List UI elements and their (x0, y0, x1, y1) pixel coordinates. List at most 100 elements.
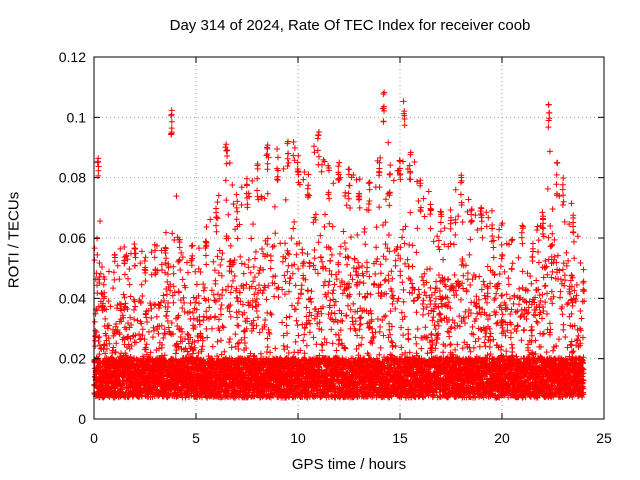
data-point-marker (105, 298, 112, 305)
data-point-marker (329, 290, 336, 297)
data-point-marker (322, 211, 329, 218)
data-point-marker (367, 291, 374, 298)
data-point-marker (202, 252, 209, 259)
data-point-marker (97, 345, 104, 352)
data-point-marker (303, 342, 310, 349)
data-point-marker (377, 261, 384, 268)
data-point-marker (210, 258, 217, 265)
data-point-marker (125, 341, 132, 348)
data-point-marker (187, 299, 194, 306)
data-point-marker (208, 325, 215, 332)
data-point-marker (214, 199, 221, 206)
data-point-marker (156, 345, 163, 352)
data-point-marker (126, 265, 133, 272)
data-point-marker (192, 299, 199, 306)
data-point-marker (327, 257, 334, 264)
data-point-marker (102, 315, 109, 322)
data-point-marker (143, 314, 150, 321)
data-point-marker (218, 301, 225, 308)
data-point-marker (256, 329, 263, 336)
data-point-marker (328, 251, 335, 258)
data-point-marker (131, 298, 138, 305)
data-point-marker (329, 223, 336, 230)
data-point-marker (228, 344, 235, 351)
data-point-marker (116, 276, 123, 283)
data-point-marker (337, 250, 344, 257)
data-point-marker (343, 202, 350, 209)
data-point-marker (217, 337, 224, 344)
data-point-marker (158, 267, 165, 274)
data-point-marker (99, 264, 106, 271)
data-point-marker (362, 241, 369, 248)
data-point-marker (227, 335, 234, 342)
data-point-marker (138, 320, 145, 327)
data-point-marker (267, 349, 274, 356)
data-point-marker (120, 291, 127, 298)
data-point-marker (377, 270, 384, 277)
data-point-marker (179, 276, 186, 283)
data-point-marker (175, 289, 182, 296)
data-point-marker (248, 235, 255, 242)
data-point-marker (132, 250, 139, 257)
data-point-marker (241, 340, 248, 347)
data-point-marker (295, 265, 302, 272)
data-point-marker (218, 272, 225, 279)
data-point-marker (105, 335, 112, 342)
data-point-marker (341, 240, 348, 247)
data-point-marker (207, 216, 214, 223)
data-point-marker (214, 253, 221, 260)
data-point-marker (295, 152, 302, 159)
data-point-marker (288, 235, 295, 242)
data-point-marker (106, 268, 113, 275)
data-point-marker (163, 255, 170, 262)
data-point-marker (308, 288, 315, 295)
data-point-marker (361, 225, 368, 232)
data-point-marker (103, 306, 110, 313)
data-point-marker (116, 331, 123, 338)
data-point-marker (328, 309, 335, 316)
data-point-marker (382, 196, 389, 203)
data-point-marker (145, 328, 152, 335)
data-point-marker (292, 338, 299, 345)
data-point-marker (205, 296, 212, 303)
data-point-marker (291, 144, 298, 151)
data-point-marker (392, 262, 399, 269)
data-point-marker (290, 225, 297, 232)
data-point-marker (234, 314, 241, 321)
data-point-marker (96, 351, 103, 358)
data-point-marker (331, 310, 338, 317)
data-point-marker (203, 261, 210, 268)
data-point-marker (118, 318, 125, 325)
data-point-marker (97, 218, 104, 225)
data-point-marker (237, 253, 244, 260)
data-point-marker (286, 313, 293, 320)
data-point-marker (127, 293, 134, 300)
data-point-marker (138, 248, 145, 255)
data-point-marker (252, 255, 259, 262)
data-point-marker (226, 339, 233, 346)
data-point-marker (291, 219, 298, 226)
data-point-marker (177, 267, 184, 274)
data-point-marker (252, 248, 259, 255)
data-point-marker (317, 254, 324, 261)
data-point-marker (356, 290, 363, 297)
data-point-marker (139, 293, 146, 300)
data-point-marker (163, 291, 170, 298)
data-point-marker (245, 256, 252, 263)
data-point-marker (342, 345, 349, 352)
data-point-marker (217, 261, 224, 268)
data-point-marker (311, 246, 318, 253)
data-point-marker (251, 291, 258, 298)
data-point-marker (101, 342, 108, 349)
data-point-marker (92, 310, 99, 317)
data-point-marker (92, 327, 99, 334)
data-point-marker (163, 312, 170, 319)
data-point-marker (196, 245, 203, 252)
data-point-marker (223, 197, 230, 204)
data-point-marker (250, 221, 257, 228)
data-point-marker (267, 252, 274, 259)
data-point-marker (275, 294, 282, 301)
data-point-marker (339, 318, 346, 325)
data-point-marker (190, 315, 197, 322)
